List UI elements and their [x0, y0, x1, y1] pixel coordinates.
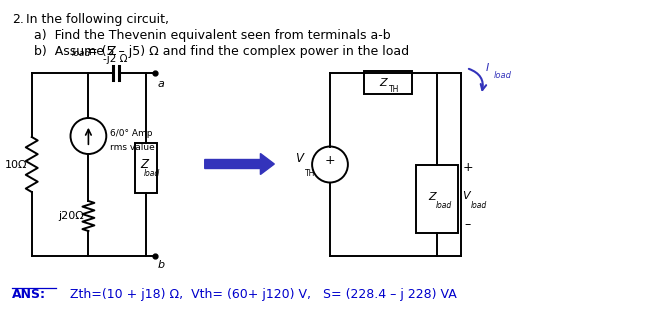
Text: $V$: $V$ [295, 152, 306, 165]
Text: $V$: $V$ [462, 189, 472, 201]
Text: TH: TH [305, 169, 315, 178]
Text: = (5 – j5) Ω and find the complex power in the load: = (5 – j5) Ω and find the complex power … [83, 45, 409, 58]
Text: In the following circuit,: In the following circuit, [26, 13, 169, 26]
Text: a: a [158, 79, 165, 89]
Text: $Z$: $Z$ [140, 158, 151, 170]
Text: load: load [471, 202, 487, 211]
FancyBboxPatch shape [364, 71, 411, 94]
Text: -j2 Ω: -j2 Ω [103, 54, 128, 64]
Text: +: + [325, 154, 335, 167]
FancyBboxPatch shape [417, 165, 458, 233]
Text: b: b [158, 260, 165, 270]
Text: 10Ω: 10Ω [5, 160, 28, 169]
Text: load: load [436, 202, 452, 211]
Text: 2.: 2. [12, 13, 24, 26]
FancyBboxPatch shape [135, 143, 157, 193]
Text: +: + [462, 161, 473, 174]
Text: load: load [144, 169, 160, 178]
Text: load: load [494, 71, 512, 80]
Text: TH: TH [390, 85, 400, 94]
Text: $Z$: $Z$ [428, 190, 438, 202]
Text: b)  Assume Z: b) Assume Z [34, 45, 116, 58]
Text: ANS:: ANS: [12, 288, 46, 301]
Text: $I$: $I$ [485, 61, 490, 73]
Text: –: – [464, 218, 470, 231]
Text: rms value: rms value [110, 143, 155, 152]
Text: a)  Find the Thevenin equivalent seen from terminals a-b: a) Find the Thevenin equivalent seen fro… [34, 29, 390, 42]
Text: Zth=(10 + j18) Ω,  Vth= (60+ j120) V,   S= (228.4 – j 228) VA: Zth=(10 + j18) Ω, Vth= (60+ j120) V, S= … [58, 288, 456, 301]
Text: 6/0° Amp: 6/0° Amp [110, 129, 153, 138]
Text: j20Ω: j20Ω [58, 211, 85, 221]
Text: $Z$: $Z$ [378, 75, 388, 88]
FancyArrow shape [205, 153, 274, 175]
Text: load: load [72, 49, 91, 58]
